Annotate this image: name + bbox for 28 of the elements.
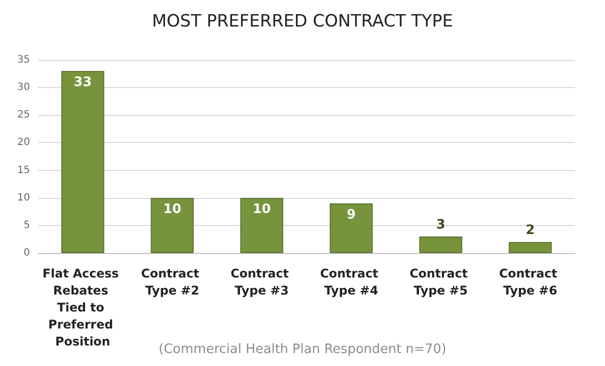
- y-tick-label: 20: [17, 137, 30, 148]
- y-tick-label: 35: [17, 54, 30, 66]
- bar: [61, 71, 104, 253]
- bar: [240, 198, 284, 253]
- bar: [330, 203, 373, 253]
- data-label: 9: [346, 207, 356, 222]
- x-tick-label: Contract Type #2: [141, 266, 204, 298]
- data-label: 2: [526, 222, 535, 238]
- data-label: 10: [163, 202, 182, 217]
- chart-title: MOST PREFERRED CONTRACT TYPE: [152, 12, 454, 32]
- x-tick-label: Contract Type #5: [410, 266, 472, 298]
- y-tick-label: 0: [24, 248, 30, 258]
- x-tick-label: Flat Access Rebates Tied to Preferred Position: [42, 266, 123, 348]
- y-tick-label: 30: [17, 82, 30, 94]
- data-label: 33: [74, 75, 92, 90]
- y-tick-label: 5: [24, 220, 30, 231]
- y-tick-label: 10: [17, 192, 30, 204]
- text: (Commercial Health Plan Respondent n=70): [158, 342, 446, 357]
- x-tick-label: Contract Type #6: [499, 266, 562, 298]
- data-label: 10: [252, 202, 271, 217]
- bar: [419, 236, 462, 253]
- bar: [150, 198, 194, 253]
- y-tick-label: 15: [17, 164, 30, 176]
- x-tick-label: Contract Type #3: [230, 266, 293, 298]
- x-tick-label: Contract Type #4: [320, 266, 382, 298]
- data-label: 3: [436, 217, 446, 232]
- y-tick-label: 25: [17, 110, 30, 121]
- bar: [508, 242, 552, 253]
